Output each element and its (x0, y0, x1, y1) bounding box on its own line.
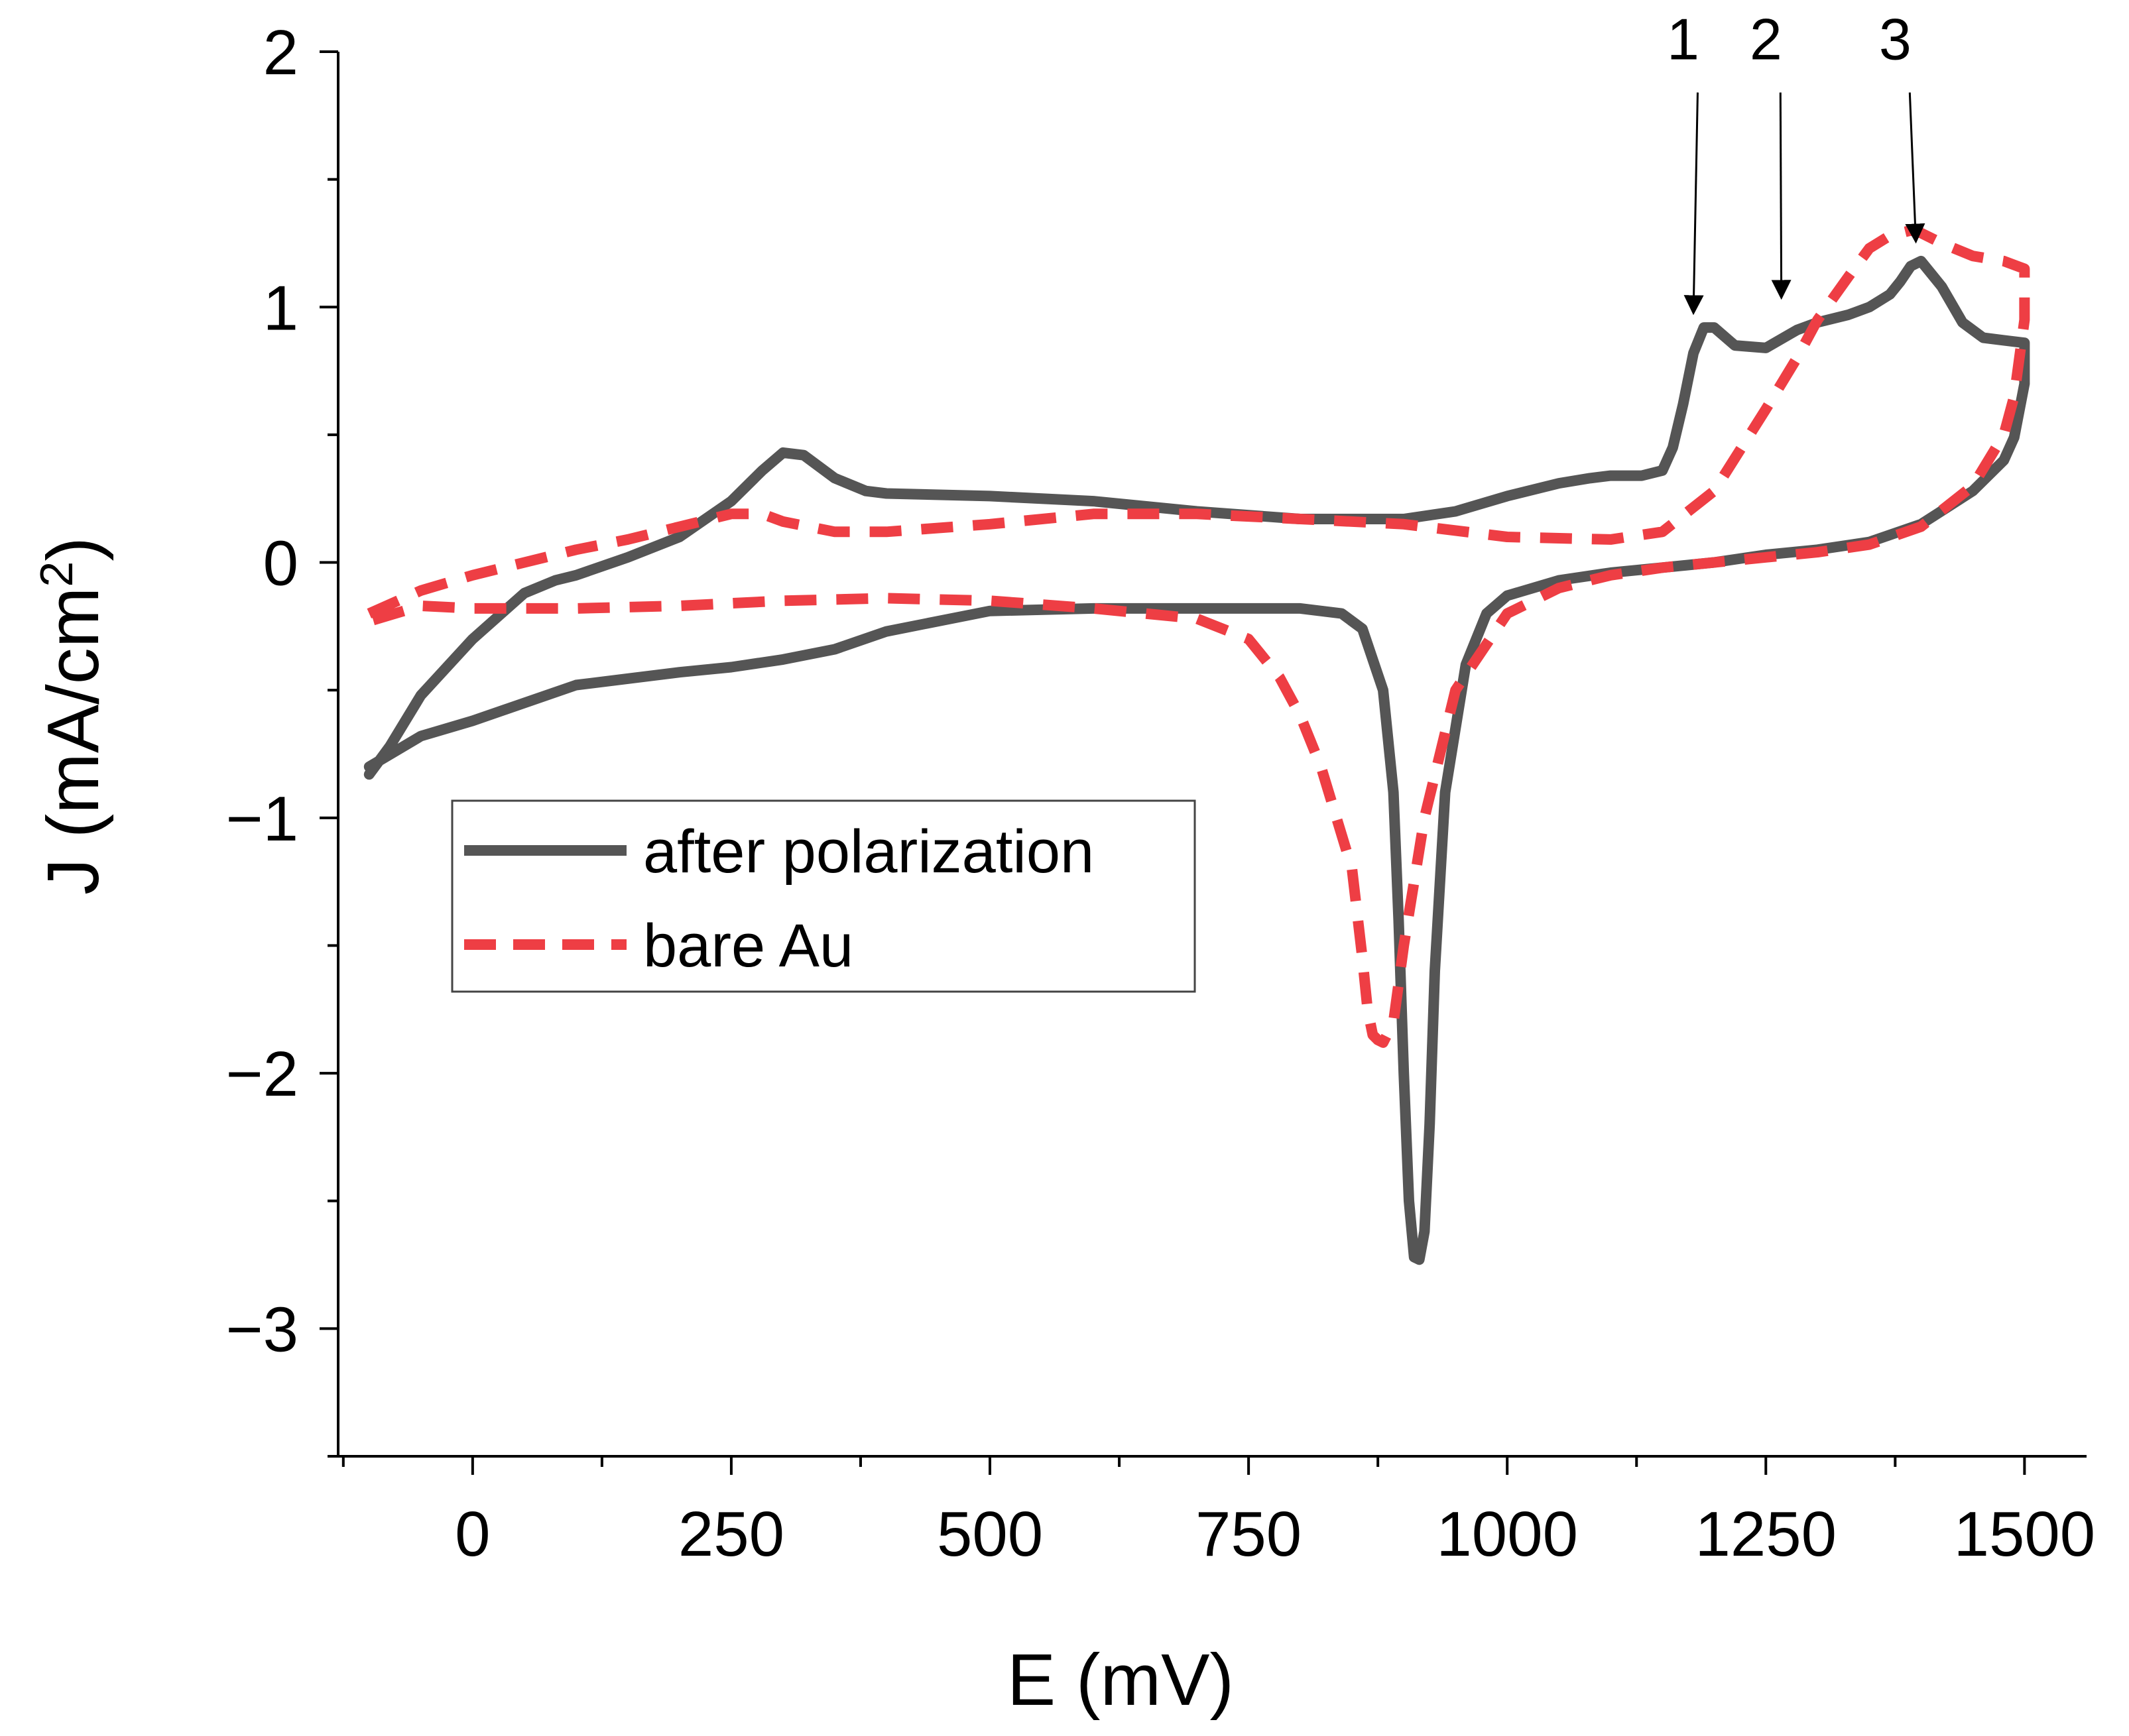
y-ticks: 2 1 0 −1 −2 −3 (226, 17, 338, 1458)
legend: after polarization bare Au (451, 799, 1196, 993)
axes (337, 52, 2087, 1458)
x-tick-label-2: 500 (937, 1499, 1043, 1570)
y-axis-title-superscript: 2 (30, 561, 82, 587)
x-tick-label-0: 0 (455, 1499, 490, 1570)
y-tick-label-2: 0 (263, 528, 298, 599)
x-tick-label-6: 1500 (1954, 1499, 2096, 1570)
x-tick-label-5: 1250 (1695, 1499, 1837, 1570)
y-tick-label-1: 1 (263, 272, 298, 343)
legend-label-bare-au: bare Au (643, 912, 853, 980)
annotation-arrow-1 (1683, 92, 1704, 316)
annotation-label-3: 3 (1879, 7, 1912, 72)
y-tick-label-4: −2 (226, 1039, 298, 1110)
legend-label-after-polarization: after polarization (643, 818, 1094, 886)
x-tick-label-1: 250 (678, 1499, 784, 1570)
x-ticks: 0 250 500 750 1000 1250 1500 (341, 1456, 2096, 1570)
series-layer (363, 225, 2030, 1265)
x-tick-label-3: 750 (1195, 1499, 1302, 1570)
series-line-after-polarization (363, 255, 2030, 1265)
annotation-label-2: 2 (1750, 7, 1782, 72)
annotation-arrow-2 (1771, 92, 1792, 300)
y-tick-label-3: −1 (226, 783, 298, 854)
x-tick-label-4: 1000 (1436, 1499, 1578, 1570)
annotation-label-1: 1 (1667, 7, 1699, 72)
x-axis-title: E (mV) (1007, 1639, 1234, 1721)
y-axis-title: J (mA/cm2) (30, 537, 114, 895)
y-axis-title-close: ) (32, 537, 114, 561)
y-tick-label-0: 2 (263, 17, 298, 88)
y-axis-title-main: J (mA/cm (32, 587, 114, 895)
annotation-arrow-3 (1905, 92, 1925, 244)
legend-box (451, 799, 1196, 993)
y-tick-label-5: −3 (226, 1294, 298, 1365)
